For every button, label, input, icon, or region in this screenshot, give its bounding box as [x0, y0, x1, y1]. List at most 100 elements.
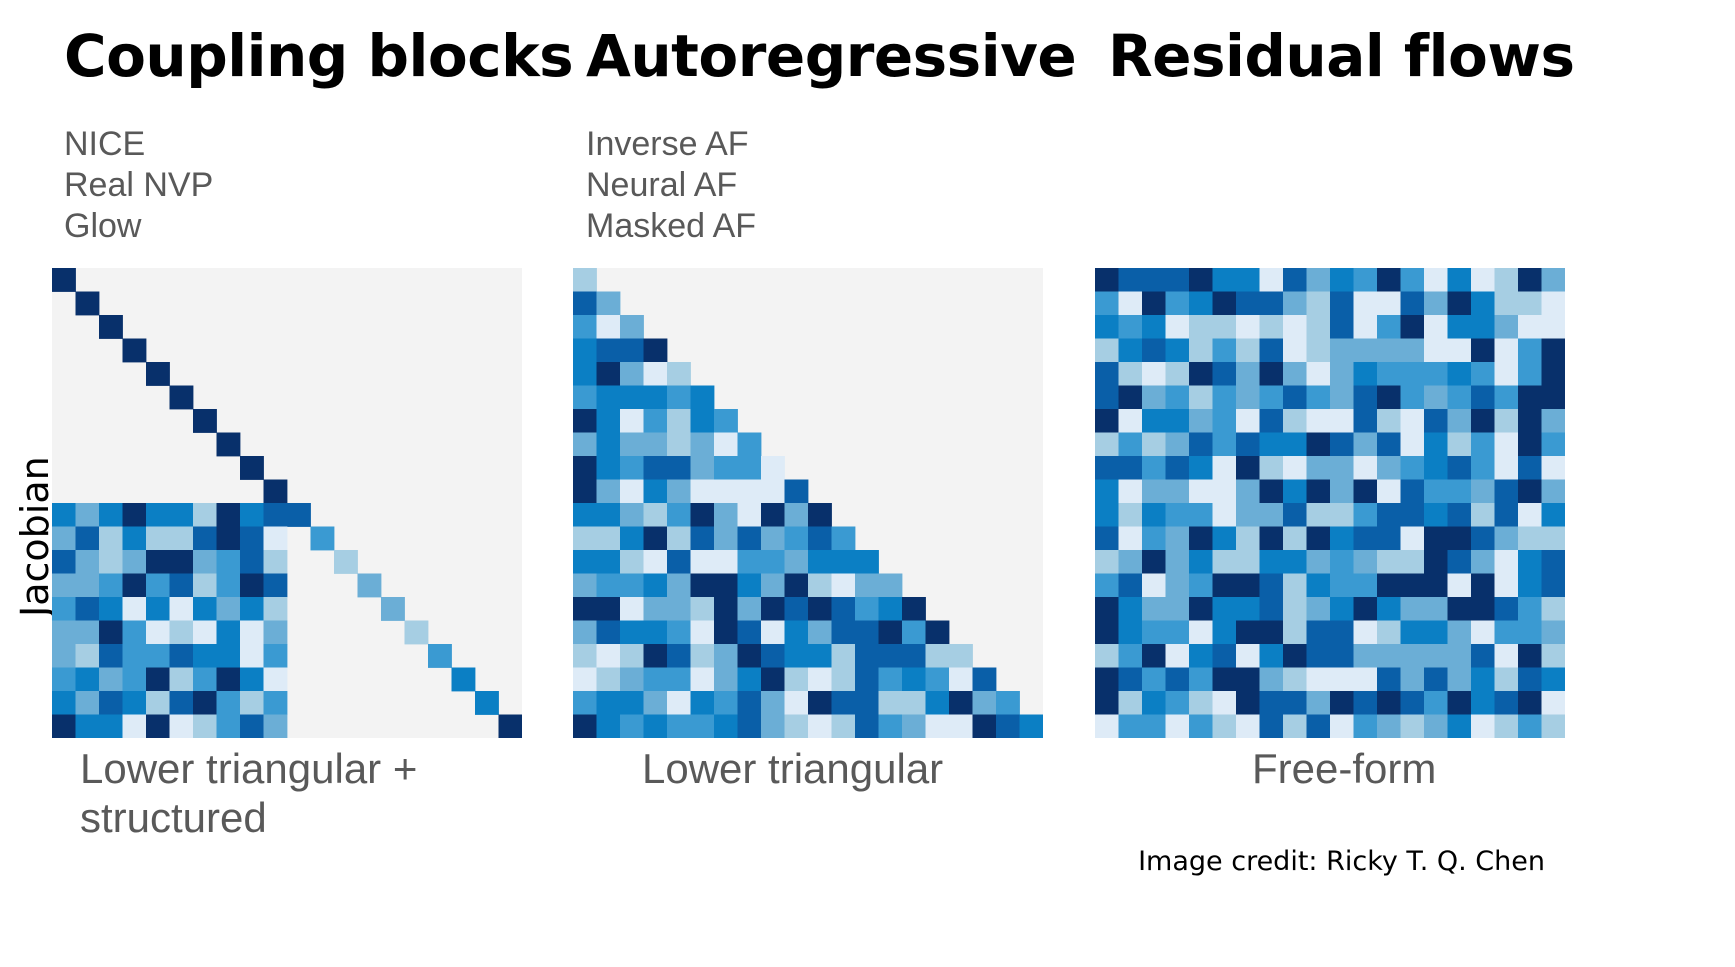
autoregressive-cell — [573, 291, 597, 316]
coupling-cell — [169, 667, 194, 692]
autoregressive-cell — [667, 432, 691, 457]
residual-cell — [1377, 479, 1401, 504]
residual-cell — [1212, 503, 1237, 527]
residual-cell — [1165, 550, 1190, 574]
autoregressive-cell — [784, 479, 809, 504]
coupling-cell — [240, 620, 264, 645]
residual-cell — [1377, 291, 1401, 316]
autoregressive-cell — [737, 432, 762, 457]
residual-cell — [1259, 573, 1284, 598]
coupling-cell — [52, 573, 76, 598]
coupling-cell — [334, 550, 358, 574]
residual-cell — [1353, 268, 1378, 292]
coupling-cell — [263, 550, 288, 574]
residual-cell — [1118, 597, 1143, 621]
autoregressive-cell — [761, 667, 785, 692]
coupling-cell — [263, 667, 288, 692]
residual-cell — [1236, 550, 1260, 574]
autoregressive-cell — [690, 667, 715, 692]
residual-cell — [1142, 597, 1166, 621]
residual-cell — [1212, 667, 1237, 692]
residual-cell — [1353, 714, 1378, 738]
residual-cell — [1236, 362, 1260, 386]
coupling-cell — [475, 691, 499, 715]
autoregressive-cell — [761, 714, 785, 738]
autoregressive-cell — [620, 479, 644, 504]
residual-cell — [1471, 409, 1495, 433]
coupling-cell — [216, 526, 241, 551]
residual-cell — [1377, 432, 1401, 457]
residual-cell — [1118, 456, 1143, 480]
autoregressive-cell — [737, 479, 762, 504]
autoregressive-cell — [761, 526, 785, 551]
coupling-cell — [193, 526, 217, 551]
residual-cell — [1212, 691, 1237, 715]
coupling-cell — [99, 573, 123, 598]
autoregressive-cell — [902, 597, 926, 621]
coupling-cell — [451, 667, 476, 692]
coupling-cell — [146, 362, 170, 386]
autoregressive-cell — [573, 667, 597, 692]
residual-cell — [1471, 573, 1495, 598]
residual-cell — [1424, 409, 1448, 433]
residual-cell — [1424, 620, 1448, 645]
autoregressive-cell — [831, 620, 856, 645]
autoregressive-cell — [761, 644, 785, 668]
residual-cell — [1236, 456, 1260, 480]
coupling-cell — [122, 573, 147, 598]
autoregressive-cell — [573, 315, 597, 339]
residual-cell — [1165, 573, 1190, 598]
autoregressive-cell — [972, 667, 997, 692]
residual-cell — [1095, 714, 1119, 738]
autoregressive-cell — [714, 667, 738, 692]
coupling-cell — [263, 597, 288, 621]
residual-cell — [1353, 479, 1378, 504]
coupling-cell — [216, 644, 241, 668]
residual-cell — [1212, 597, 1237, 621]
coupling-cell — [99, 550, 123, 574]
autoregressive-cell — [737, 456, 762, 480]
residual-cell — [1236, 503, 1260, 527]
residual-cell — [1095, 667, 1119, 692]
residual-cell — [1541, 573, 1565, 598]
residual-cell — [1165, 432, 1190, 457]
autoregressive-cell — [596, 526, 621, 551]
coupling-cell — [169, 620, 194, 645]
autoregressive-cell — [573, 338, 597, 363]
autoregressive-cell — [949, 691, 973, 715]
autoregressive-cell — [902, 714, 926, 738]
coupling-cell — [240, 714, 264, 738]
residual-cell — [1259, 291, 1284, 316]
residual-cell — [1095, 503, 1119, 527]
caption-coupling: Lower triangular + structured — [80, 744, 417, 842]
residual-cell — [1400, 644, 1425, 668]
residual-cell — [1189, 362, 1213, 386]
residual-cell — [1212, 268, 1237, 292]
autoregressive-cell — [667, 597, 691, 621]
autoregressive-cell — [878, 644, 903, 668]
residual-cell — [1142, 315, 1166, 339]
residual-cell — [1236, 479, 1260, 504]
residual-cell — [1306, 456, 1331, 480]
residual-cell — [1165, 362, 1190, 386]
residual-cell — [1400, 550, 1425, 574]
autoregressive-cell — [573, 479, 597, 504]
autoregressive-cell — [620, 667, 644, 692]
residual-cell — [1353, 526, 1378, 551]
autoregressive-cell — [972, 714, 997, 738]
autoregressive-cell — [902, 667, 926, 692]
residual-cell — [1400, 597, 1425, 621]
residual-cell — [1142, 456, 1166, 480]
autoregressive-cell — [667, 479, 691, 504]
coupling-cell — [263, 573, 288, 598]
title-residual-flows: Residual flows — [1108, 22, 1575, 90]
residual-cell — [1283, 479, 1307, 504]
autoregressive-cell — [573, 526, 597, 551]
autoregressive-cell — [925, 691, 950, 715]
residual-cell — [1400, 432, 1425, 457]
residual-cell — [1377, 620, 1401, 645]
residual-cell — [1424, 385, 1448, 410]
residual-cell — [1283, 409, 1307, 433]
coupling-cell — [216, 714, 241, 738]
residual-cell — [1400, 409, 1425, 433]
